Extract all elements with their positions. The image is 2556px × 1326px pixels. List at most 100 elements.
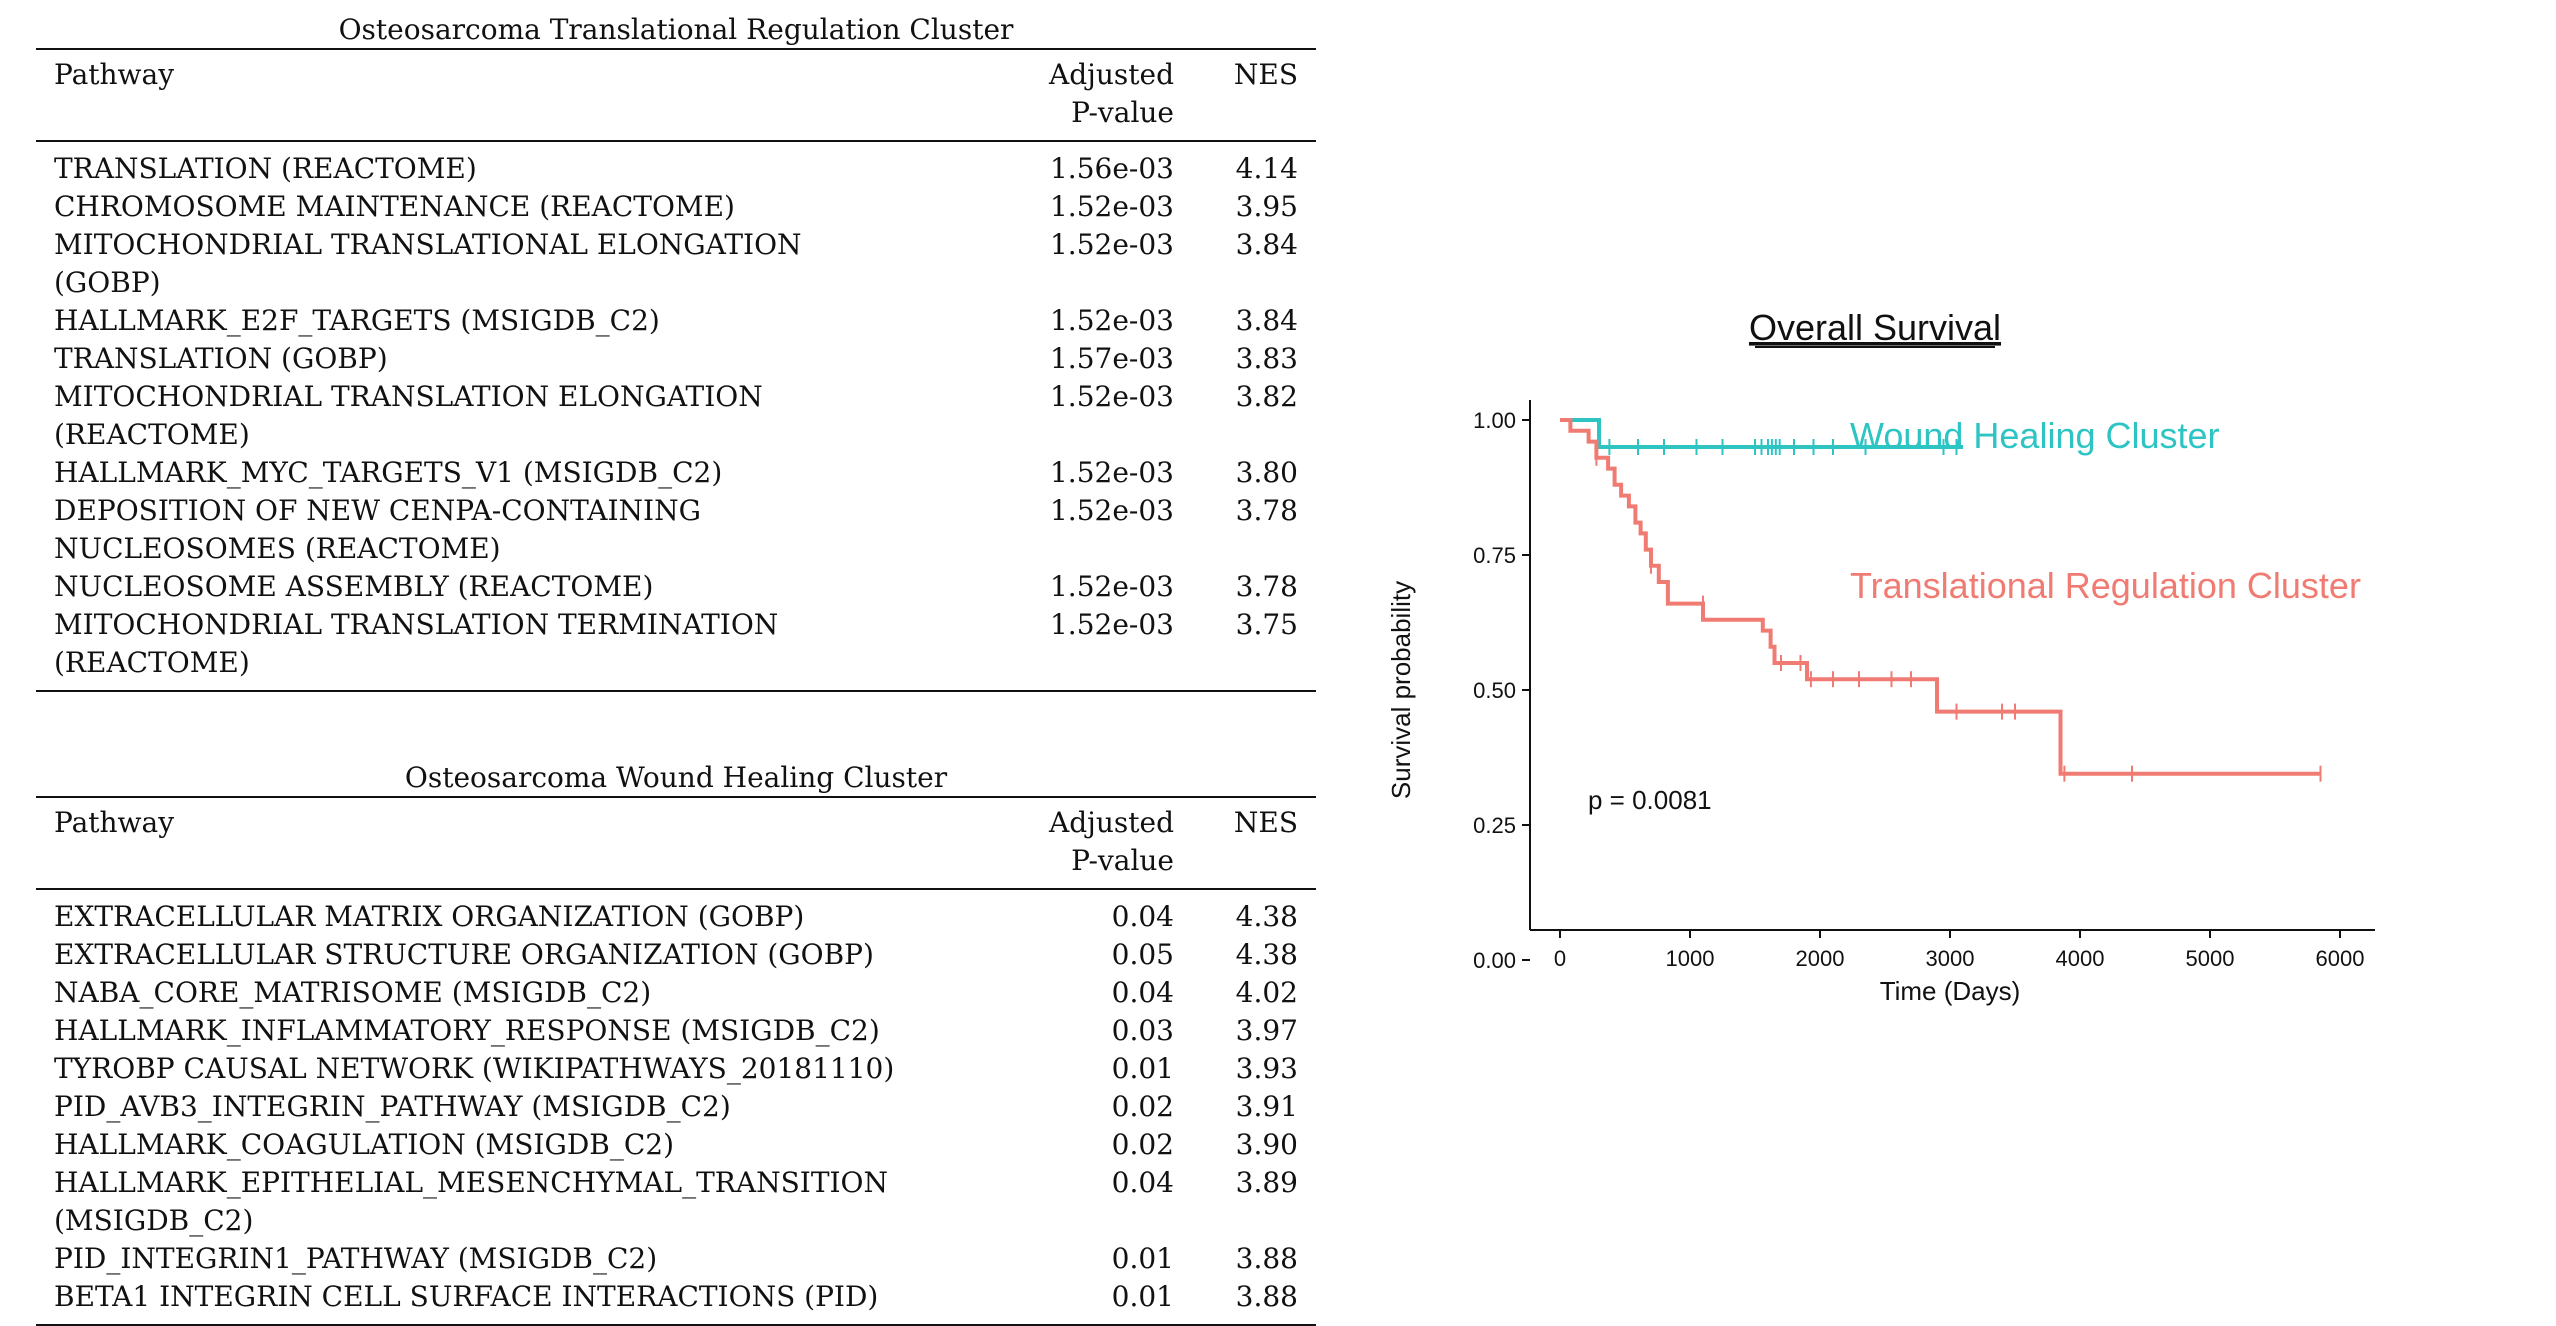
nes-cell: 3.75 bbox=[1235, 608, 1298, 641]
pvalue-cell: 0.04 bbox=[1111, 1166, 1174, 1199]
y-tick-label: 0.00 bbox=[1473, 948, 1516, 973]
nes-cell: 3.95 bbox=[1235, 190, 1298, 223]
table-row: EXTRACELLULAR STRUCTURE ORGANIZATION (GO… bbox=[36, 936, 1316, 974]
translational-regulation-table-panel: Osteosarcoma Translational Regulation Cl… bbox=[36, 12, 1316, 692]
table1-header-nes: NES bbox=[1233, 58, 1298, 91]
nes-cell: 4.38 bbox=[1235, 938, 1298, 971]
pathway-cell: HALLMARK_EPITHELIAL_MESENCHYMAL_TRANSITI… bbox=[54, 1166, 889, 1237]
table2-header-pvalue: Adjusted P-value bbox=[936, 797, 1186, 889]
pvalue-cell: 1.52e-03 bbox=[1049, 494, 1174, 527]
pathway-cell: TYROBP CAUSAL NETWORK (WIKIPATHWAYS_2018… bbox=[54, 1052, 895, 1085]
x-tick-label: 0 bbox=[1554, 946, 1566, 971]
pathway-cell: HALLMARK_E2F_TARGETS (MSIGDB_C2) bbox=[54, 304, 660, 337]
table1-header-row: Pathway Adjusted P-value NES bbox=[36, 49, 1316, 141]
survival-chart-panel: Overall Survival 0.00 0.25 0.50 0.75 1.00 0 100… bbox=[1370, 290, 2420, 1010]
nes-cell: 4.02 bbox=[1235, 976, 1298, 1009]
pathway-cell: CHROMOSOME MAINTENANCE (REACTOME) bbox=[54, 190, 735, 223]
pathway-cell: EXTRACELLULAR STRUCTURE ORGANIZATION (GO… bbox=[54, 938, 874, 971]
pvalue-cell: 1.52e-03 bbox=[1049, 456, 1174, 489]
x-tick-label: 3000 bbox=[1926, 946, 1975, 971]
nes-cell: 3.80 bbox=[1235, 456, 1298, 489]
table-row: CHROMOSOME MAINTENANCE (REACTOME) 1.52e-0… bbox=[36, 188, 1316, 226]
pvalue-cell: 0.04 bbox=[1111, 900, 1174, 933]
x-tick-label: 6000 bbox=[2316, 946, 2365, 971]
legend-label: Translational Regulation Cluster bbox=[1850, 565, 2361, 606]
pathway-cell: HALLMARK_COAGULATION (MSIGDB_C2) bbox=[54, 1128, 675, 1161]
p-value-annotation: p = 0.0081 bbox=[1588, 785, 1712, 815]
x-tick-label: 1000 bbox=[1666, 946, 1715, 971]
table-row: TRANSLATION (GOBP) 1.57e-03 3.83 bbox=[36, 340, 1316, 378]
table-row: HALLMARK_MYC_TARGETS_V1 (MSIGDB_C2) 1.52e… bbox=[36, 454, 1316, 492]
table-row: HALLMARK_E2F_TARGETS (MSIGDB_C2) 1.52e-03… bbox=[36, 302, 1316, 340]
y-tick-label: 0.50 bbox=[1473, 678, 1516, 703]
y-tick-label: 0.75 bbox=[1473, 543, 1516, 568]
table1-header-pvalue-line1: Adjusted bbox=[1049, 58, 1174, 91]
pvalue-cell: 1.57e-03 bbox=[1049, 342, 1174, 375]
table2-caption: Osteosarcoma Wound Healing Cluster bbox=[404, 761, 948, 794]
pvalue-cell: 1.52e-03 bbox=[1049, 190, 1174, 223]
pvalue-cell: 1.52e-03 bbox=[1049, 304, 1174, 337]
table-row: TRANSLATION (REACTOME) 1.56e-03 4.14 bbox=[36, 141, 1316, 188]
pathway-cell: DEPOSITION OF NEW CENPA-CONTAINING NUCLE… bbox=[54, 494, 701, 565]
table2-header-nes: NES bbox=[1233, 806, 1298, 839]
nes-cell: 3.83 bbox=[1235, 342, 1298, 375]
pathway-cell: MITOCHONDRIAL TRANSLATION ELONGATION (RE… bbox=[54, 380, 763, 451]
pvalue-cell: 0.01 bbox=[1111, 1052, 1174, 1085]
nes-cell: 4.14 bbox=[1235, 152, 1298, 185]
table1-header-pathway: Pathway bbox=[54, 58, 175, 91]
pvalue-cell: 0.02 bbox=[1111, 1128, 1174, 1161]
pathway-cell: TRANSLATION (GOBP) bbox=[54, 342, 388, 375]
nes-cell: 3.78 bbox=[1235, 494, 1298, 527]
pvalue-cell: 1.56e-03 bbox=[1049, 152, 1174, 185]
table-row: HALLMARK_EPITHELIAL_MESENCHYMAL_TRANSITI… bbox=[36, 1164, 1316, 1240]
table-row: PID_AVB3_INTEGRIN_PATHWAY (MSIGDB_C2) 0.0… bbox=[36, 1088, 1316, 1126]
table2-body: EXTRACELLULAR MATRIX ORGANIZATION (GOBP)… bbox=[36, 889, 1316, 1325]
x-tick-label: 2000 bbox=[1796, 946, 1845, 971]
pvalue-cell: 0.02 bbox=[1111, 1090, 1174, 1123]
pathway-cell: HALLMARK_MYC_TARGETS_V1 (MSIGDB_C2) bbox=[54, 456, 723, 489]
pvalue-cell: 0.01 bbox=[1111, 1242, 1174, 1275]
pvalue-cell: 0.03 bbox=[1111, 1014, 1174, 1047]
table-row: MITOCHONDRIAL TRANSLATION ELONGATION (RE… bbox=[36, 378, 1316, 454]
table1-header-pvalue-line2: P-value bbox=[1071, 96, 1174, 129]
table-row: MITOCHONDRIAL TRANSLATION TERMINATION (R… bbox=[36, 606, 1316, 691]
table1-header-pvalue: Adjusted P-value bbox=[936, 49, 1186, 141]
pathway-cell: TRANSLATION (REACTOME) bbox=[54, 152, 477, 185]
y-axis-label: Survival probability bbox=[1386, 581, 1416, 799]
pathway-cell: NUCLEOSOME ASSEMBLY (REACTOME) bbox=[54, 570, 654, 603]
pathway-cell: PID_INTEGRIN1_PATHWAY (MSIGDB_C2) bbox=[54, 1242, 658, 1275]
nes-cell: 3.82 bbox=[1235, 380, 1298, 413]
table-row: DEPOSITION OF NEW CENPA-CONTAINING NUCLE… bbox=[36, 492, 1316, 568]
wound-healing-table-panel: Osteosarcoma Wound Healing Cluster Pathw… bbox=[36, 760, 1316, 1326]
chart-title: Overall Survival bbox=[1749, 307, 2001, 348]
pvalue-cell: 0.04 bbox=[1111, 976, 1174, 1009]
pathway-cell: PID_AVB3_INTEGRIN_PATHWAY (MSIGDB_C2) bbox=[54, 1090, 731, 1123]
pathway-cell: EXTRACELLULAR MATRIX ORGANIZATION (GOBP) bbox=[54, 900, 805, 933]
table-row: TYROBP CAUSAL NETWORK (WIKIPATHWAYS_2018… bbox=[36, 1050, 1316, 1088]
wound-healing-table: Pathway Adjusted P-value NES EXTRACELLULA… bbox=[36, 796, 1316, 1326]
table-row: NUCLEOSOME ASSEMBLY (REACTOME) 1.52e-03 3.… bbox=[36, 568, 1316, 606]
translational-regulation-table: Pathway Adjusted P-value NES TRANSLATION … bbox=[36, 48, 1316, 692]
pvalue-cell: 1.52e-03 bbox=[1049, 380, 1174, 413]
x-axis-label: Time (Days) bbox=[1880, 976, 2021, 1006]
survival-curve-wound-healing bbox=[1560, 418, 1963, 449]
table1-body: TRANSLATION (REACTOME) 1.56e-03 4.14 CHROMO… bbox=[36, 141, 1316, 691]
table-row: BETA1 INTEGRIN CELL SURFACE INTERACTIONS… bbox=[36, 1278, 1316, 1325]
table-row: MITOCHONDRIAL TRANSLATIONAL ELONGATION (… bbox=[36, 226, 1316, 302]
table-row: HALLMARK_INFLAMMATORY_RESPONSE (MSIGDB_C… bbox=[36, 1012, 1316, 1050]
pvalue-cell: 0.01 bbox=[1111, 1280, 1174, 1313]
y-tick-label: 0.25 bbox=[1473, 813, 1516, 838]
x-tick-label: 5000 bbox=[2186, 946, 2235, 971]
pvalue-cell: 1.52e-03 bbox=[1049, 570, 1174, 603]
nes-cell: 3.78 bbox=[1235, 570, 1298, 603]
survival-chart: Overall Survival 0.00 0.25 0.50 0.75 1.00 0 100… bbox=[1386, 307, 2375, 1006]
table2-header-pvalue-line2: P-value bbox=[1071, 844, 1174, 877]
pvalue-cell: 1.52e-03 bbox=[1049, 228, 1174, 261]
table2-header-pvalue-line1: Adjusted bbox=[1049, 806, 1174, 839]
pathway-cell: MITOCHONDRIAL TRANSLATION TERMINATION (R… bbox=[54, 608, 779, 679]
nes-cell: 4.38 bbox=[1235, 900, 1298, 933]
nes-cell: 3.90 bbox=[1235, 1128, 1298, 1161]
survival-curve-translational-regulation bbox=[1560, 418, 2321, 776]
table1-caption: Osteosarcoma Translational Regulation Cl… bbox=[338, 13, 1014, 46]
x-tick-label: 4000 bbox=[2056, 946, 2105, 971]
